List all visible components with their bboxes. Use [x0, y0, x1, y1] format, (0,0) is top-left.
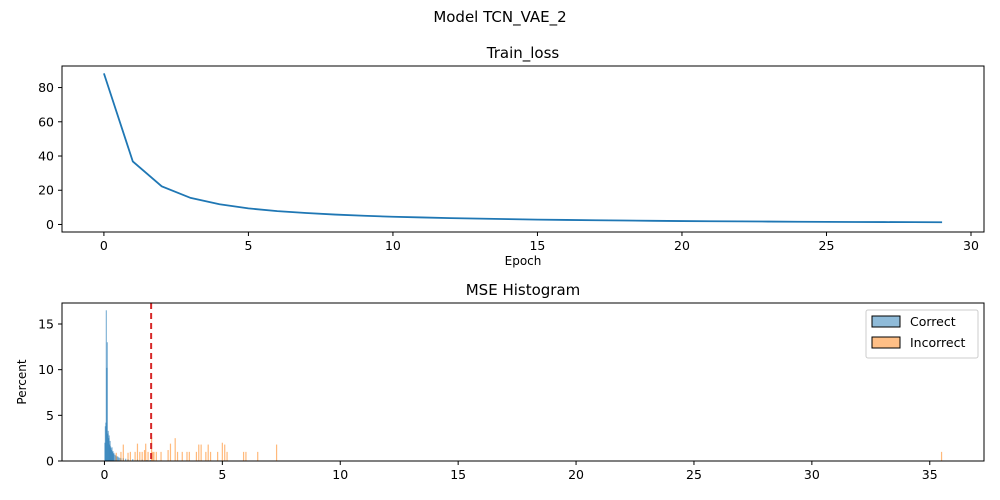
- histogram-ytick-label: 5: [46, 408, 54, 423]
- histogram-bar-incorrect: [245, 451, 247, 461]
- histogram-bar-incorrect: [195, 451, 198, 461]
- histogram-bar-incorrect: [221, 442, 223, 461]
- histogram-bar-incorrect: [169, 443, 172, 461]
- histogram-bar-incorrect: [176, 451, 179, 461]
- histogram-bar-incorrect: [186, 451, 188, 461]
- histogram-bar-incorrect: [205, 451, 207, 461]
- histogram-xtick-label: 25: [686, 467, 702, 482]
- histogram-ytick-label: 15: [38, 317, 54, 332]
- mse-histogram-title: MSE Histogram: [466, 281, 581, 299]
- histogram-bar-incorrect: [151, 437, 153, 461]
- train-loss-xtick-label: 10: [385, 238, 401, 253]
- histogram-ytick-label: 10: [38, 362, 54, 377]
- histogram-bar-incorrect: [139, 451, 141, 461]
- histogram-bar-incorrect: [120, 451, 122, 461]
- histogram-xtick-label: 30: [804, 467, 820, 482]
- histogram-xtick-label: 10: [332, 467, 348, 482]
- histogram-bar-incorrect: [940, 451, 943, 461]
- histogram-bar-correct: [117, 457, 120, 461]
- train-loss-ytick-label: 80: [38, 80, 54, 95]
- histogram-bar-incorrect: [152, 451, 154, 461]
- train-loss-xtick-label: 30: [963, 238, 979, 253]
- histogram-bar-incorrect: [129, 451, 131, 461]
- train-loss-ytick-label: 20: [38, 183, 54, 198]
- histogram-bar-correct: [106, 342, 108, 461]
- histogram-bar-incorrect: [217, 451, 219, 461]
- histogram-bar-incorrect: [147, 451, 149, 461]
- histogram-bar-incorrect: [141, 451, 143, 461]
- histogram-bar-incorrect: [143, 450, 146, 461]
- histogram-bar-incorrect: [155, 451, 157, 461]
- legend-swatch-incorrect: [871, 336, 901, 349]
- legend-label-incorrect: Incorrect: [910, 335, 965, 350]
- train-loss-axes-frame: [61, 65, 985, 233]
- histogram-bar-incorrect: [242, 451, 245, 461]
- histogram-bar-correct: [132, 459, 134, 461]
- histogram-bar-incorrect: [145, 443, 147, 461]
- histogram-bar-incorrect: [134, 451, 136, 461]
- histogram-bar-incorrect: [209, 451, 212, 461]
- histogram-bar-incorrect: [181, 451, 183, 461]
- histogram-legend: Correct Incorrect: [865, 309, 979, 359]
- histogram-bar-correct: [119, 457, 121, 461]
- histogram-xtick-label: 20: [568, 467, 584, 482]
- histogram-bar-incorrect: [127, 452, 129, 461]
- histogram-xtick-label: 0: [100, 467, 108, 482]
- train-loss-xtick-label: 20: [674, 238, 690, 253]
- histogram-ytick-label: 0: [46, 454, 54, 469]
- histogram-bar-incorrect: [207, 444, 209, 461]
- histogram-bar-incorrect: [160, 451, 162, 461]
- histogram-bar-incorrect: [226, 451, 228, 461]
- train-loss-line: [103, 73, 943, 224]
- mse-histogram-ylabel: Percent: [15, 359, 29, 404]
- histogram-bar-correct: [114, 454, 116, 461]
- histogram-bar-incorrect: [136, 443, 139, 461]
- train-loss-xtick-label: 5: [244, 238, 252, 253]
- histogram-bar-incorrect: [167, 450, 169, 461]
- histogram-xtick-label: 5: [218, 467, 226, 482]
- histogram-bar-correct: [113, 452, 115, 461]
- train-loss-xtick-label: 15: [529, 238, 545, 253]
- histogram-bar-incorrect: [122, 444, 124, 461]
- train-loss-xtick-label: 0: [100, 238, 108, 253]
- histogram-bar-incorrect: [224, 444, 226, 461]
- mse-histogram-chart: MSE Histogram Percent 0 5 10 15 20 25 30 35 0 5 10…: [15, 281, 985, 482]
- histogram-bar-incorrect: [188, 451, 190, 461]
- histogram-xtick-label: 35: [922, 467, 938, 482]
- mse-histogram-axes-frame: [61, 302, 985, 462]
- train-loss-title: Train_loss: [486, 44, 560, 63]
- histogram-bar-incorrect: [115, 452, 117, 461]
- legend-swatch-correct: [871, 315, 901, 328]
- figure-suptitle: Model TCN_VAE_2: [433, 8, 566, 27]
- train-loss-xlabel: Epoch: [505, 254, 542, 268]
- histogram-bar-incorrect: [257, 451, 259, 461]
- histogram-bar-incorrect: [275, 444, 278, 461]
- histogram-bar-incorrect: [153, 451, 155, 461]
- train-loss-ytick-label: 0: [46, 217, 54, 232]
- histogram-bar-correct: [117, 456, 119, 461]
- train-loss-xtick-label: 25: [819, 238, 835, 253]
- histogram-bar-incorrect: [200, 444, 202, 461]
- histogram-bar-incorrect: [198, 444, 200, 461]
- histogram-bar-incorrect: [174, 438, 176, 461]
- train-loss-ytick-label: 60: [38, 114, 54, 129]
- histogram-bar-correct: [125, 458, 127, 461]
- train-loss-chart: Train_loss 0 5 10 15 20 25 30 0 20 40 60 80 Epoch: [38, 44, 985, 268]
- train-loss-ytick-label: 40: [38, 149, 54, 164]
- legend-label-correct: Correct: [910, 314, 956, 329]
- histogram-xtick-label: 15: [450, 467, 466, 482]
